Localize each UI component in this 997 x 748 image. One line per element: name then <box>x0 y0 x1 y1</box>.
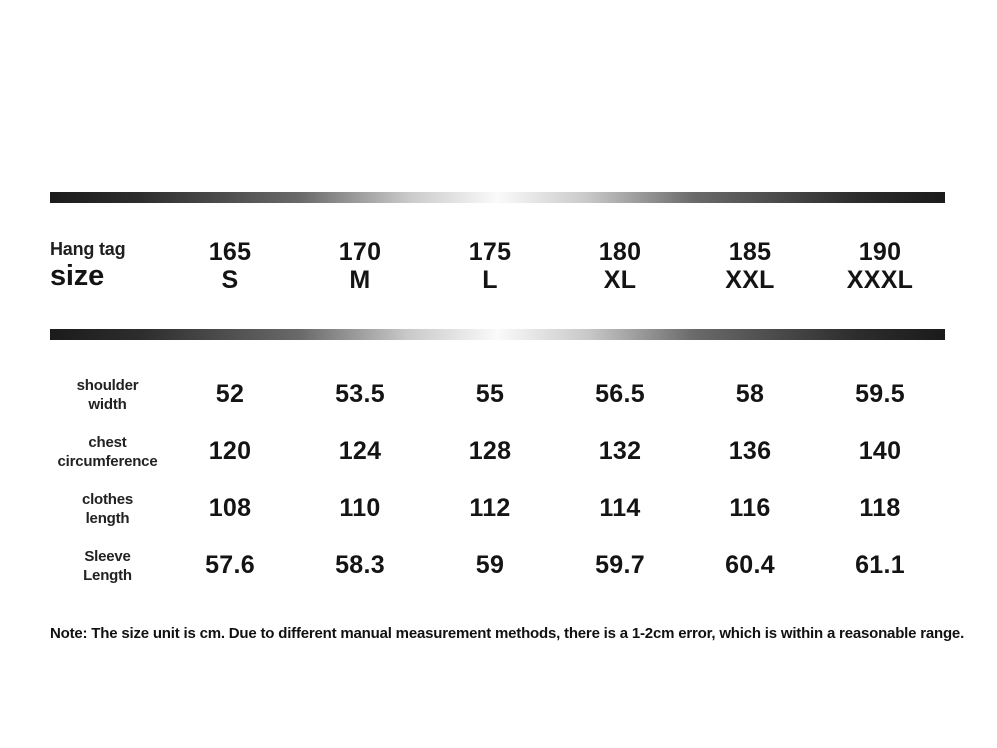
column-size: XL <box>603 266 637 294</box>
corner-label: Hang tag size <box>50 239 165 293</box>
cell-value: 59.5 <box>855 380 905 408</box>
table-row-shoulder-width: shoulder width 52 53.5 55 56.5 58 59.5 <box>50 366 945 423</box>
gradient-divider-top <box>50 192 945 203</box>
cell-value: 60.4 <box>725 551 775 579</box>
row-label: clothes length <box>50 490 165 528</box>
header-row: Hang tag size 165 S 170 M 175 L 180 XL 1… <box>50 203 945 329</box>
row-label-line1: shoulder <box>76 376 139 394</box>
table-row-chest-circumference: chest circumference 120 124 128 132 136 … <box>50 423 945 480</box>
column-header-xxxl: 190 XXXL <box>815 238 945 294</box>
cell-value: 59.7 <box>595 551 645 579</box>
column-header-l: 175 L <box>425 238 555 294</box>
size-chart-table: Hang tag size 165 S 170 M 175 L 180 XL 1… <box>50 0 965 642</box>
corner-label-line2: size <box>50 259 105 292</box>
column-size: XXL <box>725 266 775 294</box>
cell-value: 132 <box>598 437 642 465</box>
cell-value: 116 <box>729 494 771 522</box>
row-label: shoulder width <box>50 376 165 414</box>
measurement-rows: shoulder width 52 53.5 55 56.5 58 59.5 c… <box>50 340 945 594</box>
cell-value: 140 <box>858 437 902 465</box>
cell-value: 112 <box>469 494 511 522</box>
cell-value: 58.3 <box>335 551 385 579</box>
column-size: L <box>482 266 498 294</box>
column-height: 165 <box>208 238 252 266</box>
table-row-clothes-length: clothes length 108 110 112 114 116 118 <box>50 480 945 537</box>
cell-value: 61.1 <box>855 551 905 579</box>
column-size: M <box>349 266 371 294</box>
cell-value: 124 <box>338 437 382 465</box>
cell-value: 120 <box>208 437 252 465</box>
table-row-sleeve-length: Sleeve Length 57.6 58.3 59 59.7 60.4 61.… <box>50 537 945 594</box>
cell-value: 58 <box>735 380 765 408</box>
cell-value: 110 <box>339 494 381 522</box>
cell-value: 52 <box>215 380 245 408</box>
column-height: 185 <box>728 238 772 266</box>
cell-value: 53.5 <box>335 380 385 408</box>
cell-value: 59 <box>475 551 505 579</box>
row-label-line1: chest <box>88 433 127 451</box>
column-size: XXXL <box>846 266 914 294</box>
row-label-line1: clothes <box>81 490 134 508</box>
cell-value: 118 <box>859 494 901 522</box>
column-header-m: 170 M <box>295 238 425 294</box>
column-height: 170 <box>338 238 382 266</box>
column-height: 190 <box>858 238 902 266</box>
corner-label-line1: Hang tag <box>50 238 126 259</box>
gradient-divider-bottom <box>50 329 945 340</box>
row-label-line1: Sleeve <box>84 547 131 565</box>
row-label: chest circumference <box>50 433 165 471</box>
row-label-line2: circumference <box>57 452 158 470</box>
column-header-s: 165 S <box>165 238 295 294</box>
cell-value: 114 <box>599 494 641 522</box>
cell-value: 57.6 <box>205 551 255 579</box>
column-size: S <box>221 266 239 294</box>
cell-value: 108 <box>208 494 252 522</box>
column-header-xxl: 185 XXL <box>685 238 815 294</box>
row-label-line2: width <box>88 395 127 413</box>
column-header-xl: 180 XL <box>555 238 685 294</box>
row-label-line2: length <box>85 509 130 527</box>
cell-value: 136 <box>728 437 772 465</box>
row-label: Sleeve Length <box>50 547 165 585</box>
cell-value: 128 <box>468 437 512 465</box>
row-label-line2: Length <box>83 566 132 584</box>
cell-value: 56.5 <box>595 380 645 408</box>
column-height: 175 <box>468 238 512 266</box>
cell-value: 55 <box>475 380 505 408</box>
measurement-note: Note: The size unit is cm. Due to differ… <box>50 625 965 642</box>
column-height: 180 <box>598 238 642 266</box>
